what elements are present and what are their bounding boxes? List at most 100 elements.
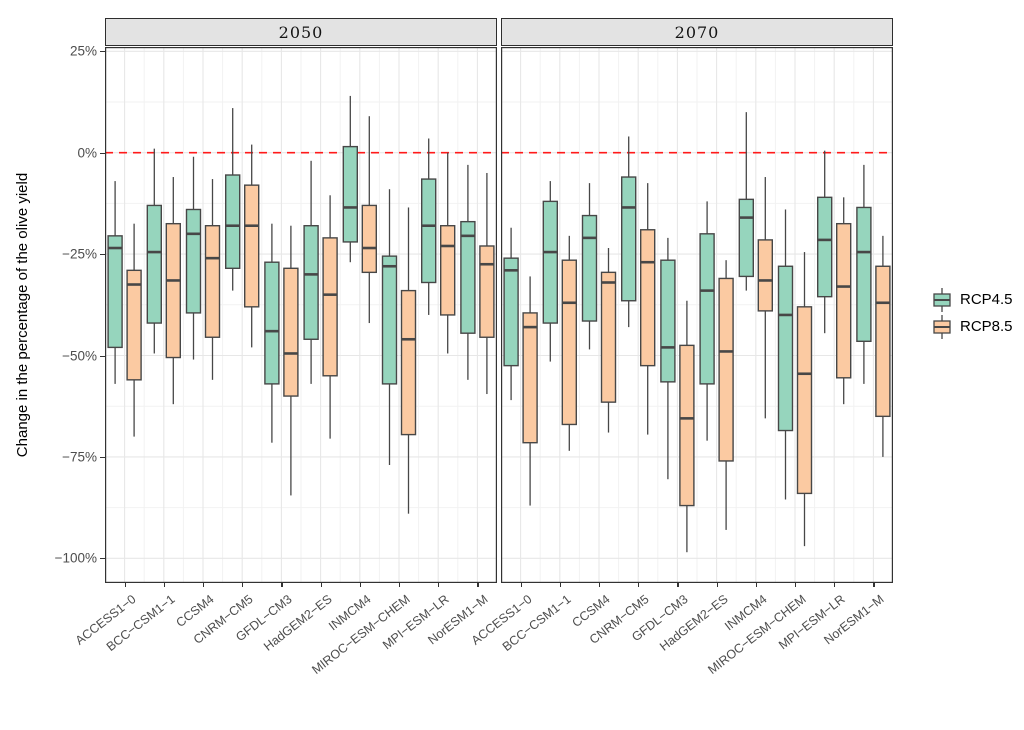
boxplot-2050-RCP4.5-BCC−CSM1−1 [146, 148, 162, 354]
boxplot-2050-RCP4.5-HadGEM2−ES [303, 160, 319, 384]
boxplot-2070-RCP8.5-MIROC−ESM−CHEM [796, 252, 813, 547]
y-tick-mark [100, 254, 105, 256]
boxplot-canvas-2050 [105, 47, 497, 583]
boxplot-2070-RCP4.5-CCSM4 [581, 183, 598, 350]
iqr-box [400, 289, 417, 436]
y-tick-label: −25% [62, 246, 97, 262]
boxplot-2070-RCP8.5-INMCM4 [757, 177, 773, 419]
iqr-box [542, 200, 558, 324]
x-tick-mark [399, 583, 401, 587]
boxplot-2070-RCP8.5-GFDL−CM3 [679, 300, 695, 553]
legend-item-rcp85: RCP8.5 [932, 313, 1013, 340]
boxplot-2050-RCP8.5-MIROC−ESM−CHEM [400, 207, 417, 514]
plot-panel-2070 [501, 47, 893, 583]
boxplot-2050-RCP8.5-BCC−CSM1−1 [165, 177, 181, 405]
x-axis-label: BCC−CSM1−1 [103, 592, 178, 654]
y-tick-label: −75% [62, 449, 97, 465]
legend-item-rcp45: RCP4.5 [932, 286, 1013, 313]
iqr-box [342, 145, 359, 243]
iqr-box [679, 344, 695, 507]
boxplot-2050-RCP8.5-HadGEM2−ES [322, 195, 338, 439]
legend-label-rcp45: RCP4.5 [960, 291, 1013, 308]
boxplot-2050-RCP8.5-MPI−ESM−LR [440, 152, 456, 354]
x-tick-mark [359, 583, 361, 587]
boxplot-key-icon [933, 314, 951, 339]
boxplot-2070-RCP4.5-BCC−CSM1−1 [542, 181, 558, 362]
x-tick-mark [559, 583, 561, 587]
boxplot-2050-RCP4.5-ACCESS1−0 [107, 181, 123, 384]
iqr-box [243, 184, 260, 308]
x-axis-label: HadGEM2−ES [260, 592, 335, 654]
iqr-box [381, 255, 398, 385]
boxplot-2070-RCP8.5-MPI−ESM−LR [836, 197, 852, 405]
boxplot-2070-RCP8.5-NorESM1−M [875, 235, 891, 457]
iqr-box [581, 214, 598, 322]
iqr-box [875, 265, 891, 418]
iqr-box [777, 265, 794, 432]
boxplot-2070-RCP8.5-BCC−CSM1−1 [561, 235, 577, 451]
x-tick-mark [599, 583, 601, 587]
boxplot-key-icon [933, 287, 951, 312]
boxplot-2050-RCP4.5-INMCM4 [342, 95, 359, 263]
x-tick-mark [242, 583, 244, 587]
y-axis-title: Change in the percentage of the olive yi… [14, 172, 31, 458]
iqr-box [757, 239, 773, 312]
iqr-box [856, 206, 872, 343]
iqr-box [283, 267, 299, 397]
boxplot-2050-RCP4.5-MPI−ESM−LR [421, 138, 437, 315]
boxplot-2050-RCP8.5-GFDL−CM3 [283, 225, 299, 496]
iqr-box [817, 196, 833, 298]
boxplot-2070-RCP4.5-CNRM−CM5 [620, 136, 637, 328]
iqr-box [361, 204, 377, 274]
boxplot-2050-RCP8.5-ACCESS1−0 [126, 223, 142, 437]
facet-strip-2050: 2050 [105, 18, 497, 46]
panel-border [105, 47, 497, 583]
iqr-box [561, 259, 577, 426]
boxplot-2070-RCP4.5-NorESM1−M [856, 164, 872, 384]
boxplot-2070-RCP8.5-CCSM4 [600, 248, 617, 433]
iqr-box [620, 176, 637, 302]
iqr-box [836, 222, 852, 379]
iqr-box [718, 277, 734, 462]
boxplot-2050-RCP8.5-CCSM4 [204, 179, 221, 380]
iqr-box [146, 204, 162, 324]
iqr-box [126, 269, 142, 381]
y-tick-label: −50% [62, 348, 97, 364]
iqr-box [264, 261, 280, 385]
boxplot-2070-RCP4.5-MIROC−ESM−CHEM [777, 209, 794, 500]
iqr-box [421, 178, 437, 284]
x-tick-mark [124, 583, 126, 587]
iqr-box [322, 237, 338, 377]
x-tick-mark [677, 583, 679, 587]
boxplot-2050-RCP8.5-INMCM4 [361, 116, 377, 324]
y-tick-mark [100, 153, 105, 155]
iqr-box [460, 220, 476, 334]
iqr-box [224, 174, 241, 269]
boxplot-2070-RCP8.5-ACCESS1−0 [522, 276, 538, 506]
y-tick-mark [100, 356, 105, 358]
iqr-box [107, 235, 123, 349]
boxplot-2050-RCP4.5-CCSM4 [185, 156, 202, 360]
iqr-box [796, 306, 813, 495]
iqr-box [639, 229, 656, 367]
legend-label-rcp85: RCP8.5 [960, 318, 1013, 335]
y-tick-label: 0% [77, 145, 97, 161]
boxplot-2070-RCP4.5-HadGEM2−ES [699, 201, 715, 441]
boxplot-2050-RCP4.5-CNRM−CM5 [224, 108, 241, 291]
x-tick-mark [203, 583, 205, 587]
iqr-box [185, 208, 202, 314]
y-tick-label: 25% [69, 43, 97, 59]
x-tick-mark [834, 583, 836, 587]
x-tick-mark [638, 583, 640, 587]
facet-strip-2070: 2070 [501, 18, 893, 46]
iqr-box [479, 245, 495, 338]
x-tick-mark [438, 583, 440, 587]
boxplot-2050-RCP8.5-NorESM1−M [479, 172, 495, 395]
x-tick-mark [281, 583, 283, 587]
boxplot-2070-RCP8.5-CNRM−CM5 [639, 183, 656, 435]
boxplot-2050-RCP8.5-CNRM−CM5 [243, 144, 260, 348]
y-tick-mark [100, 558, 105, 560]
y-tick-mark [100, 457, 105, 459]
x-tick-mark [320, 583, 322, 587]
boxplot-2070-RCP4.5-GFDL−CM3 [660, 237, 676, 480]
